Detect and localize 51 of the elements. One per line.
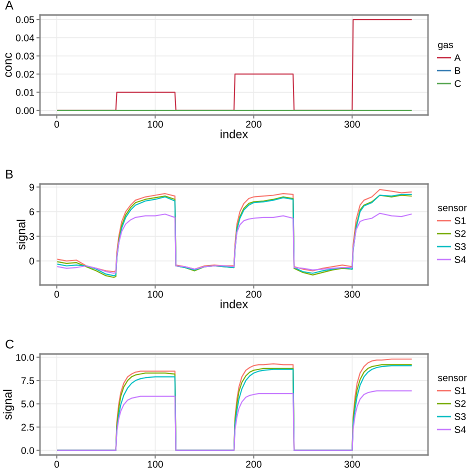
x-tick-label: 300	[344, 460, 360, 468]
x-axis-title: index	[220, 300, 248, 308]
y-tick-label: 0.00	[16, 107, 34, 114]
chart-title: B	[6, 170, 13, 178]
y-tick-label: 0.02	[16, 70, 34, 78]
legend-label: S3	[454, 243, 466, 250]
x-tick-label: 0	[54, 120, 60, 128]
legend-label: S1	[454, 217, 466, 224]
y-tick-label: 5.0	[21, 400, 34, 408]
y-axis-title: conc	[5, 52, 12, 77]
legend-label: S1	[454, 387, 466, 394]
y-tick-label: 0.05	[16, 16, 34, 24]
y-tick-label: 6	[30, 208, 34, 216]
y-tick-label: 0.04	[16, 34, 34, 42]
y-tick-label: 10.0	[16, 354, 34, 361]
y-axis-title: signal	[16, 220, 28, 250]
legend-label: A	[454, 54, 461, 62]
x-tick-label: 0	[54, 460, 60, 468]
legend-label: B	[455, 67, 460, 74]
legend-label: S4	[454, 256, 466, 264]
x-tick-label: 100	[148, 120, 163, 128]
x-tick-label: 200	[246, 460, 262, 468]
legend-label: S2	[454, 230, 466, 238]
y-tick-label: 2.5	[21, 424, 34, 431]
x-tick-label: 100	[148, 290, 163, 298]
chart-title: A	[5, 0, 14, 10]
legend-title: sensor	[438, 206, 467, 212]
y-axis-title: signal	[3, 390, 14, 420]
y-tick-label: 7.5	[21, 377, 34, 384]
legend-label: S3	[454, 413, 466, 420]
y-tick-label: 0.0	[21, 447, 34, 454]
y-tick-label: 9	[29, 184, 34, 191]
legend-label: C	[454, 80, 461, 88]
line-series	[57, 212, 412, 274]
legend-title: gas	[438, 42, 454, 50]
x-tick-label: 100	[148, 460, 163, 468]
chart-title: C	[6, 340, 14, 349]
y-tick-label: 0.03	[16, 52, 34, 60]
x-axis-title: index	[220, 130, 248, 138]
y-tick-label: 0	[29, 258, 34, 265]
legend-label: S2	[454, 400, 466, 408]
line-series	[57, 390, 412, 451]
x-tick-label: 0	[54, 290, 60, 298]
legend-label: S4	[454, 426, 466, 434]
x-tick-label: 300	[344, 290, 360, 298]
x-tick-label: 200	[246, 120, 262, 128]
x-tick-label: 300	[344, 120, 360, 128]
y-tick-label: 3	[29, 233, 34, 240]
y-tick-label: 0.01	[16, 89, 34, 96]
legend-title: sensor	[438, 376, 467, 382]
x-tick-label: 200	[246, 290, 262, 298]
